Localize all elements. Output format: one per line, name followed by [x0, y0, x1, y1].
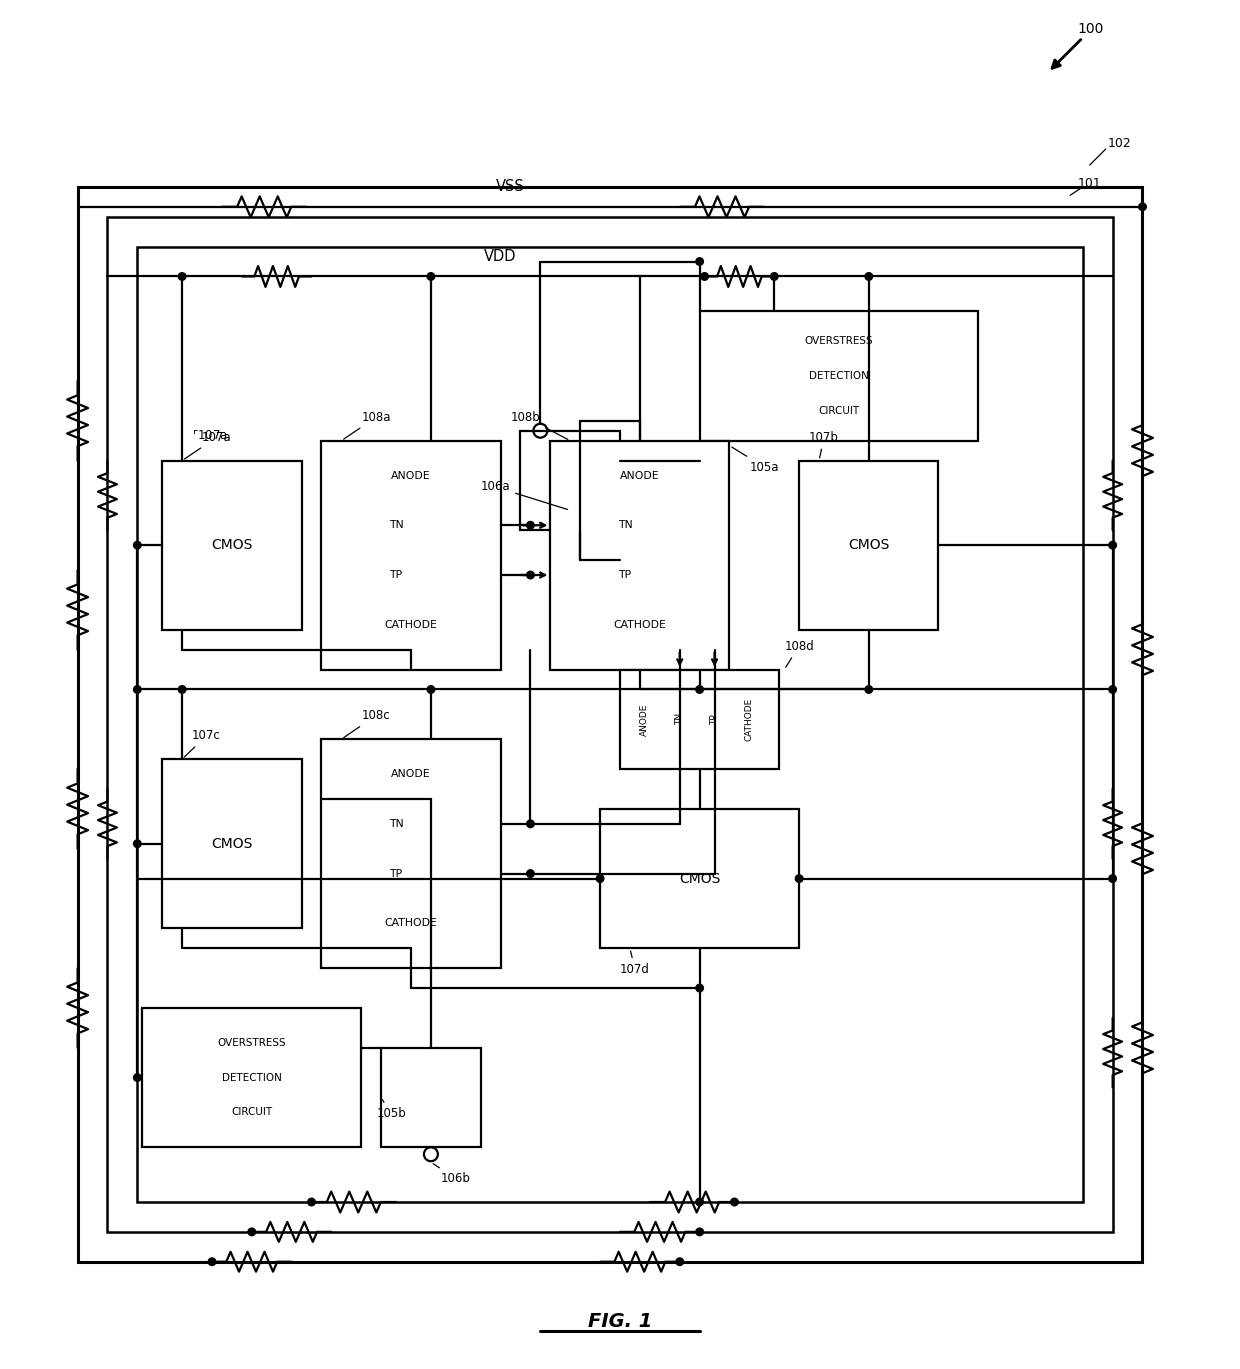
Text: CATHODE: CATHODE — [745, 698, 754, 741]
Text: TN: TN — [388, 520, 403, 530]
Text: CIRCUIT: CIRCUIT — [818, 405, 859, 416]
Circle shape — [134, 841, 141, 847]
Circle shape — [134, 686, 141, 693]
Text: 105b: 105b — [376, 1099, 405, 1120]
Text: VSS: VSS — [496, 179, 525, 194]
Circle shape — [308, 1198, 315, 1206]
Circle shape — [701, 272, 708, 281]
Text: 107a: 107a — [185, 431, 232, 459]
Circle shape — [795, 875, 804, 883]
Bar — [138, 246, 1083, 1202]
Text: 108d: 108d — [784, 639, 813, 667]
Text: 101: 101 — [1078, 177, 1101, 190]
Bar — [600, 809, 799, 949]
Text: ANODE: ANODE — [620, 471, 660, 481]
Circle shape — [527, 522, 534, 528]
Text: TN: TN — [676, 713, 684, 726]
Text: CATHODE: CATHODE — [384, 919, 438, 928]
Circle shape — [527, 571, 534, 579]
Text: FIG. 1: FIG. 1 — [588, 1312, 652, 1331]
Circle shape — [696, 1228, 703, 1236]
Text: CMOS: CMOS — [848, 538, 889, 552]
Bar — [78, 188, 1142, 1262]
Text: ANODE: ANODE — [640, 704, 650, 735]
Text: 108a: 108a — [343, 411, 391, 439]
Bar — [321, 441, 501, 669]
Circle shape — [527, 869, 534, 878]
Circle shape — [179, 686, 186, 693]
Circle shape — [1109, 875, 1116, 883]
Text: CMOS: CMOS — [211, 836, 253, 850]
Circle shape — [866, 272, 873, 281]
Text: TP: TP — [389, 868, 403, 879]
Circle shape — [134, 541, 141, 549]
Text: TP: TP — [711, 715, 719, 724]
Circle shape — [208, 1258, 216, 1265]
Circle shape — [134, 1073, 141, 1082]
Text: ANODE: ANODE — [391, 769, 430, 779]
Text: CATHODE: CATHODE — [614, 620, 666, 630]
Text: TP: TP — [389, 570, 403, 580]
Circle shape — [696, 686, 703, 693]
Bar — [143, 1008, 361, 1147]
Bar — [381, 1047, 481, 1147]
Text: TN: TN — [618, 520, 632, 530]
Text: TP: TP — [619, 570, 631, 580]
Bar — [699, 311, 978, 441]
Bar — [551, 441, 729, 669]
Text: 108c: 108c — [343, 709, 389, 738]
Bar — [321, 739, 501, 968]
Text: VDD: VDD — [485, 249, 517, 264]
Circle shape — [1109, 686, 1116, 693]
Text: CATHODE: CATHODE — [384, 620, 438, 630]
Text: OVERSTRESS: OVERSTRESS — [217, 1038, 286, 1047]
Circle shape — [1138, 203, 1146, 211]
Circle shape — [1109, 541, 1116, 549]
Text: DETECTION: DETECTION — [808, 371, 869, 381]
Text: 107b: 107b — [808, 431, 839, 457]
Text: 107d: 107d — [620, 951, 650, 976]
Text: CMOS: CMOS — [211, 538, 253, 552]
Circle shape — [596, 875, 604, 883]
Text: 100: 100 — [1078, 22, 1104, 36]
Circle shape — [427, 272, 435, 281]
Bar — [162, 760, 301, 928]
Bar — [521, 431, 620, 530]
Circle shape — [866, 686, 873, 693]
Text: ANODE: ANODE — [391, 471, 430, 481]
Text: TN: TN — [388, 819, 403, 828]
Circle shape — [676, 1258, 683, 1265]
Text: $\ulcorner$107a: $\ulcorner$107a — [192, 430, 228, 442]
Text: 107c: 107c — [184, 730, 221, 757]
Text: CMOS: CMOS — [680, 872, 720, 886]
Text: 106a: 106a — [481, 481, 568, 509]
Circle shape — [179, 272, 186, 281]
Circle shape — [730, 1198, 738, 1206]
Bar — [620, 669, 779, 769]
Circle shape — [248, 1228, 255, 1236]
Text: 106b: 106b — [433, 1164, 471, 1186]
Bar — [108, 216, 1112, 1232]
Circle shape — [527, 820, 534, 828]
Text: 108b: 108b — [511, 411, 568, 439]
Circle shape — [427, 686, 435, 693]
Circle shape — [696, 984, 703, 991]
Circle shape — [770, 272, 777, 281]
Text: CIRCUIT: CIRCUIT — [231, 1108, 273, 1117]
Text: OVERSTRESS: OVERSTRESS — [805, 337, 873, 346]
Circle shape — [696, 257, 703, 266]
Bar — [162, 460, 301, 630]
Text: 105a: 105a — [732, 448, 779, 474]
Text: 102: 102 — [1107, 137, 1131, 151]
Circle shape — [696, 1198, 703, 1206]
Bar — [799, 460, 939, 630]
Text: DETECTION: DETECTION — [222, 1072, 281, 1083]
